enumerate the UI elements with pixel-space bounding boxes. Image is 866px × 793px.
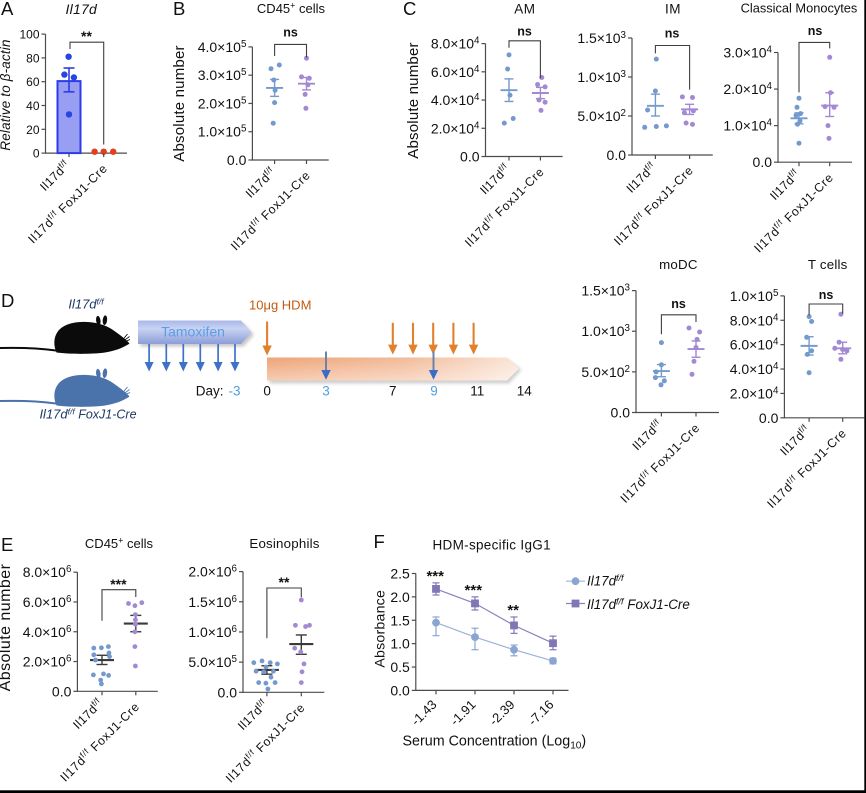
svg-text:6.0×106: 6.0×106 [23,594,72,610]
svg-text:Classical Monocytes: Classical Monocytes [741,1,858,16]
svg-text:0.0: 0.0 [460,149,480,165]
svg-text:C: C [403,0,416,19]
svg-text:Il17df/f: Il17df/f [68,296,105,311]
svg-text:0.0: 0.0 [759,410,779,426]
svg-text:HDM-specific IgG1: HDM-specific IgG1 [433,538,551,553]
svg-text:4.0×106: 4.0×106 [23,624,72,640]
svg-text:1.0×103: 1.0×103 [577,69,626,85]
svg-text:F: F [374,531,385,552]
svg-text:Absolute number: Absolute number [405,42,422,158]
svg-text:Absolute number: Absolute number [0,563,14,691]
svg-text:ns: ns [517,25,532,39]
svg-text:1.0×105: 1.0×105 [730,288,779,304]
svg-text:ns: ns [819,288,834,302]
svg-text:-3: -3 [228,384,240,399]
svg-text:**: ** [279,574,290,590]
svg-text:0: 0 [263,384,271,399]
svg-text:4.0×105: 4.0×105 [198,39,247,55]
svg-text:0.0: 0.0 [218,684,238,700]
svg-text:2.0×106: 2.0×106 [188,564,237,580]
svg-text:20: 20 [26,123,40,137]
svg-text:ns: ns [283,26,298,40]
svg-text:CD45+ cells: CD45+ cells [257,1,326,17]
svg-text:6.0×104: 6.0×104 [431,64,480,80]
svg-text:T cells: T cells [808,257,848,272]
svg-text:11: 11 [470,384,484,399]
svg-text:***: *** [465,582,483,599]
svg-text:3.0×104: 3.0×104 [723,45,772,61]
svg-text:A: A [1,0,14,19]
svg-text:moDC: moDC [659,257,698,272]
svg-text:10μg HDM: 10μg HDM [249,298,311,313]
svg-text:Il17df/f FoxJ1-Cre: Il17df/f FoxJ1-Cre [587,596,690,612]
svg-text:2.0×104: 2.0×104 [723,81,772,97]
svg-text:8.0×106: 8.0×106 [23,564,72,580]
svg-text:6.0×104: 6.0×104 [730,337,779,353]
svg-text:2.0×104: 2.0×104 [431,120,480,136]
svg-text:2.0: 2.0 [390,589,410,605]
svg-text:0.0: 0.0 [607,147,627,163]
svg-text:Serum Concentration (Log10): Serum Concentration (Log10) [403,734,587,752]
svg-text:Day:: Day: [196,384,224,399]
svg-text:**: ** [81,28,92,44]
svg-text:IM: IM [665,2,681,17]
svg-text:0.0: 0.0 [227,152,247,168]
svg-text:4.0×104: 4.0×104 [730,361,779,377]
svg-text:2.0×106: 2.0×106 [23,654,72,670]
svg-text:80: 80 [26,51,40,65]
svg-text:**: ** [507,602,519,619]
svg-text:ns: ns [671,297,686,311]
svg-text:1.5×106: 1.5×106 [188,594,237,610]
svg-text:2.0×104: 2.0×104 [730,385,779,401]
svg-text:4.0×104: 4.0×104 [431,92,480,108]
svg-text:Tamoxifen: Tamoxifen [161,324,225,340]
svg-text:2.5: 2.5 [390,566,410,582]
svg-text:AM: AM [514,2,535,17]
svg-text:9: 9 [430,384,438,399]
svg-text:Absolute number: Absolute number [171,45,188,161]
svg-text:5.0×105: 5.0×105 [188,654,237,670]
svg-text:0.5: 0.5 [390,659,410,675]
svg-text:***: *** [426,568,444,585]
svg-text:1.0: 1.0 [390,636,410,652]
svg-text:100: 100 [19,28,39,42]
svg-text:0.0: 0.0 [390,682,410,698]
svg-text:Absorbance: Absorbance [372,590,388,668]
svg-text:7: 7 [389,384,397,399]
svg-text:3.0×105: 3.0×105 [198,67,247,83]
svg-text:8.0×104: 8.0×104 [431,36,480,52]
svg-text:ns: ns [808,24,823,38]
svg-text:1.0×105: 1.0×105 [198,124,247,140]
svg-text:0.0: 0.0 [611,405,631,421]
svg-text:8.0×104: 8.0×104 [730,312,779,328]
svg-text:CD45+ cells: CD45+ cells [85,536,154,552]
svg-text:Il17df/f: Il17df/f [587,573,625,589]
svg-text:1.0×104: 1.0×104 [723,118,772,134]
svg-text:1.5: 1.5 [390,612,410,628]
svg-text:Il17df/f FoxJ1-Cre: Il17df/f FoxJ1-Cre [39,406,136,421]
svg-text:Il17d: Il17d [65,1,98,17]
svg-text:0: 0 [33,147,40,161]
svg-text:2.0×105: 2.0×105 [198,95,247,111]
svg-text:14: 14 [517,384,533,399]
svg-text:***: *** [110,576,127,592]
svg-text:B: B [173,0,185,19]
svg-text:0.0: 0.0 [753,154,773,170]
svg-text:1.0×106: 1.0×106 [188,624,237,640]
svg-text:1.5×103: 1.5×103 [577,30,626,46]
svg-text:E: E [1,534,13,555]
svg-text:D: D [1,290,14,311]
svg-text:0.0: 0.0 [52,683,72,699]
svg-text:5.0×102: 5.0×102 [577,108,626,124]
svg-text:Relative to β-actin: Relative to β-actin [0,39,13,150]
svg-text:5.0×102: 5.0×102 [581,364,630,380]
svg-text:40: 40 [26,99,40,113]
svg-text:Eosinophils: Eosinophils [249,536,319,551]
svg-text:1.0×103: 1.0×103 [581,323,630,339]
svg-text:ns: ns [665,27,680,41]
svg-text:1.5×103: 1.5×103 [581,283,630,299]
svg-text:3: 3 [322,384,330,399]
svg-text:60: 60 [26,75,40,89]
